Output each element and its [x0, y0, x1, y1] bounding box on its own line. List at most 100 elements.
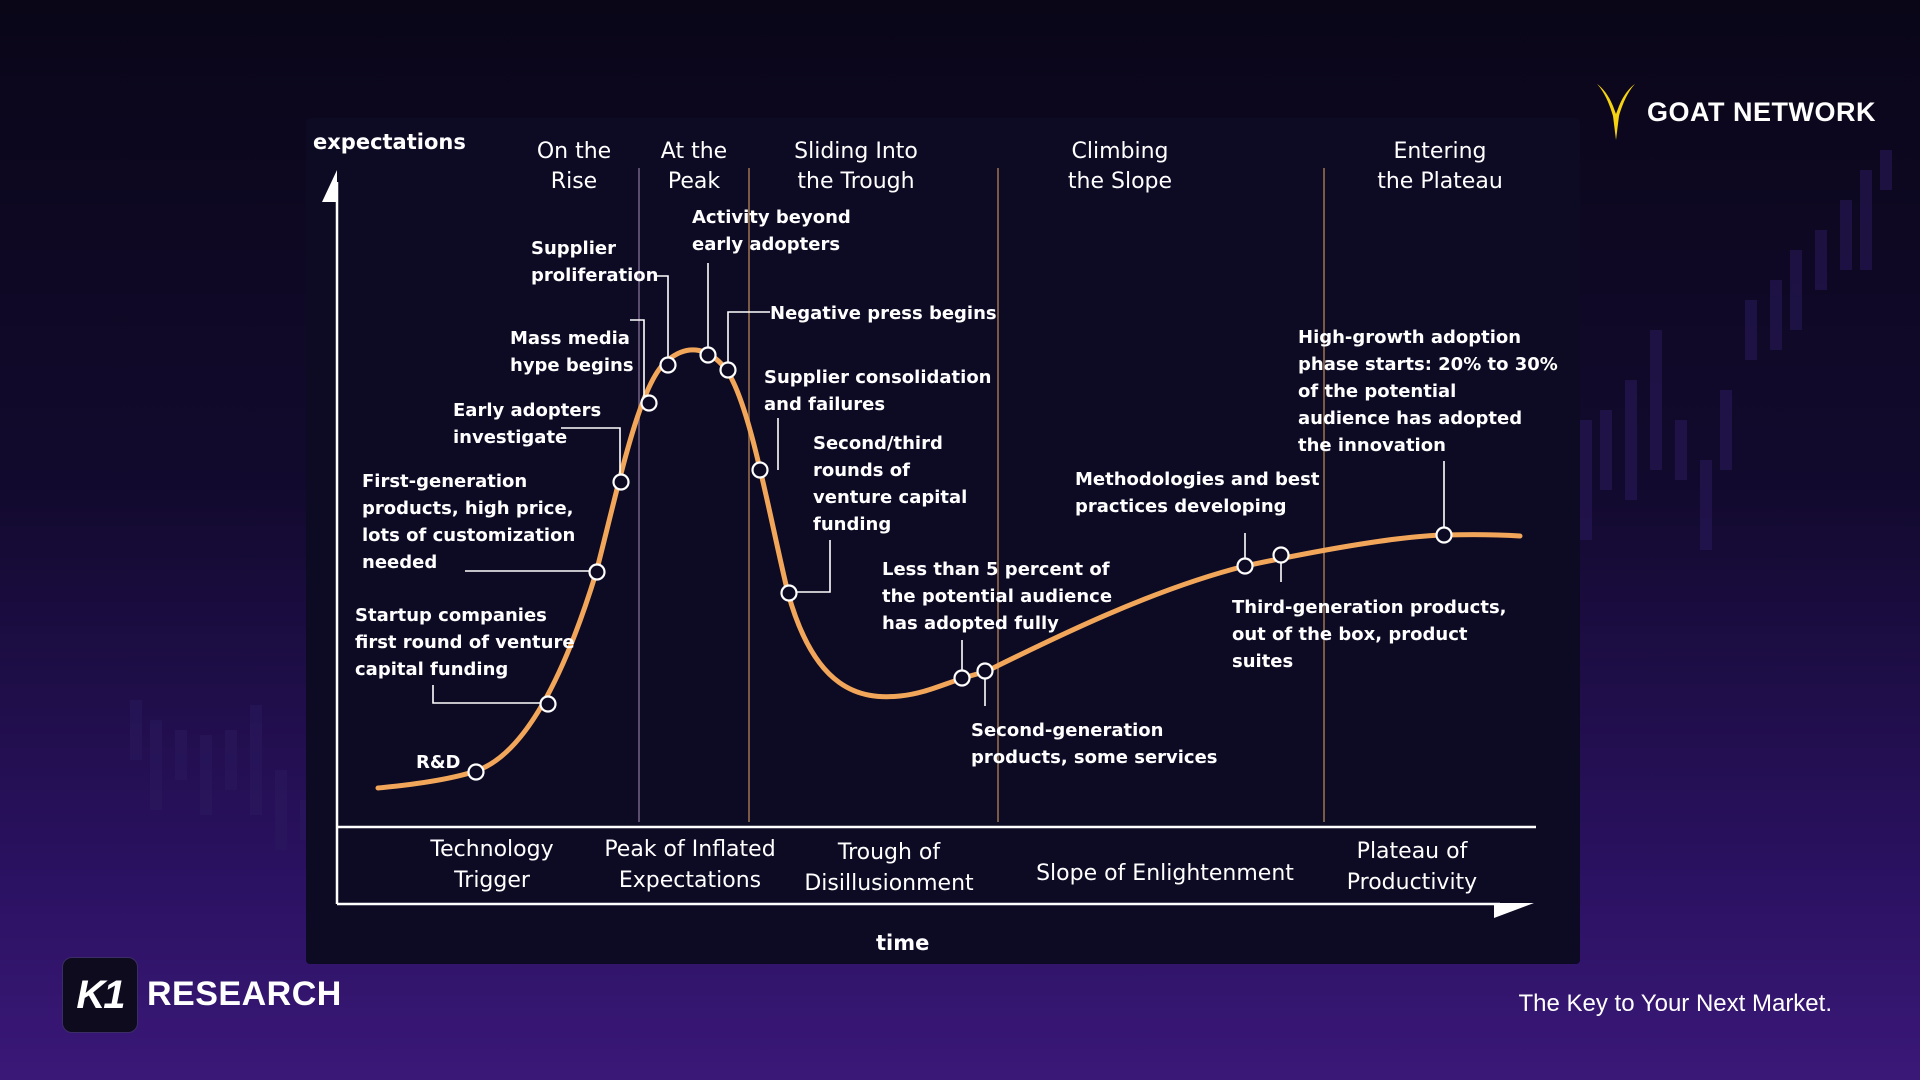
annotation-mass-media: Mass media hype begins: [510, 328, 634, 376]
annotation-negative-press: Negative press begins: [770, 303, 997, 324]
annotation-second-third-line: rounds of: [813, 460, 910, 481]
annotation-methodologies-line: Methodologies and best: [1075, 469, 1320, 490]
phase-title-line: the Slope: [1068, 169, 1172, 194]
phase-title: Sliding Into the Trough: [794, 139, 918, 194]
annotation-second-gen-line: products, some services: [971, 747, 1218, 768]
curve-marker: [1236, 557, 1254, 575]
x-axis-arrow: [1494, 903, 1534, 918]
candle: [1625, 380, 1637, 500]
y-axis-label: expectations: [313, 130, 466, 154]
curve-marker: [539, 695, 557, 713]
candle: [1650, 330, 1662, 470]
bottom-phase-label: Technology Trigger: [429, 837, 553, 893]
annotation-startup: Startup companies first round of venture c…: [355, 605, 575, 680]
annotation-startup-line: Startup companies: [355, 605, 547, 626]
annotation-second-third: Second/third rounds of venture capital fund…: [813, 433, 967, 535]
leader-line: [561, 427, 621, 480]
phase-title-line: Entering: [1393, 139, 1486, 164]
bottom-phase-label: Plateau of Productivity: [1347, 839, 1477, 895]
annotation-methodologies: Methodologies and best practices developi…: [1075, 469, 1320, 517]
annotation-high-growth-line: audience has adopted: [1298, 408, 1522, 429]
phase-title-line: At the: [661, 139, 727, 164]
candle: [275, 770, 287, 850]
phase-title-line: the Trough: [797, 169, 914, 194]
annotation-high-growth-line: of the potential: [1298, 381, 1456, 402]
curve-marker: [719, 361, 737, 379]
curve-marker: [659, 356, 677, 374]
annotation-second-third-line: Second/third: [813, 433, 943, 454]
annotation-mass-media-line: hype begins: [510, 355, 634, 376]
annotation-mass-media-line: Mass media: [510, 328, 630, 349]
annotation-activity-beyond-line: Activity beyond: [692, 207, 851, 228]
goat-network-brand: GOAT NETWORK: [1595, 82, 1876, 142]
phase-titles: On the Rise At the Peak Sliding Into the Trou…: [537, 139, 1503, 194]
k1-logo-badge: K1: [62, 957, 138, 1033]
annotation-supplier-consol-line: and failures: [764, 394, 885, 415]
curve-marker: [780, 584, 798, 602]
annotation-second-third-line: venture capital: [813, 487, 967, 508]
curve-marker: [588, 563, 606, 581]
annotation-first-gen-line: lots of customization: [362, 525, 575, 546]
annotation-less-than-5-line: Less than 5 percent of: [882, 559, 1110, 580]
candle: [1720, 390, 1732, 470]
bottom-phase-label-line: Expectations: [619, 868, 761, 893]
bottom-phase-label-line: Slope of Enlightenment: [1036, 861, 1294, 886]
annotation-high-growth-line: phase starts: 20% to 30%: [1298, 354, 1558, 375]
bottom-phase-label: Peak of Inflated Expectations: [604, 837, 775, 893]
annotation-rnd-line: R&D: [416, 752, 461, 773]
candle: [1880, 150, 1892, 190]
annotation-supplier-prolif: Supplier proliferation: [531, 238, 659, 286]
candle: [1675, 420, 1687, 480]
annotation-less-than-5-line: has adopted fully: [882, 613, 1059, 634]
curve-markers: [467, 346, 1453, 781]
annotation-third-gen-line: out of the box, product: [1232, 624, 1468, 645]
curve-marker: [640, 394, 658, 412]
bottom-phase-label: Slope of Enlightenment: [1036, 861, 1294, 886]
annotation-second-gen-line: Second-generation: [971, 720, 1163, 741]
annotation-less-than-5: Less than 5 percent of the potential audi…: [882, 559, 1112, 634]
annotation-second-third-line: funding: [813, 514, 891, 535]
bottom-phase-label-line: Disillusionment: [804, 871, 974, 896]
leader-line: [727, 311, 770, 362]
candle: [1700, 460, 1712, 550]
curve-marker: [467, 763, 485, 781]
brand-name: GOAT NETWORK: [1647, 96, 1876, 127]
annotation-leaders: [432, 263, 1445, 706]
candle: [1600, 410, 1612, 490]
annotation-first-gen-line: products, high price,: [362, 498, 574, 519]
phase-title: Climbing the Slope: [1068, 139, 1172, 194]
candle: [1790, 250, 1802, 330]
phase-title-line: the Plateau: [1377, 169, 1503, 194]
candle: [250, 705, 262, 815]
annotation-supplier-prolif-line: Supplier: [531, 238, 616, 259]
curve-marker: [699, 346, 717, 364]
curve-marker: [751, 461, 769, 479]
annotation-early-adopters-line: investigate: [453, 427, 567, 448]
bottom-phase-label-line: Trough of: [837, 840, 942, 865]
phase-title-line: Sliding Into: [794, 139, 918, 164]
annotation-activity-beyond-line: early adopters: [692, 234, 840, 255]
candle: [1745, 300, 1757, 360]
annotation-supplier-consol: Supplier consolidation and failures: [764, 367, 992, 415]
goat-horns-icon: [1597, 84, 1635, 140]
curve-marker: [976, 662, 994, 680]
leader-line: [655, 275, 669, 357]
k1-logo-text: K1: [76, 972, 125, 1017]
annotation-first-gen: First-generation products, high price, lot…: [362, 471, 575, 573]
phase-title-line: Peak: [668, 169, 720, 194]
leader-line: [790, 540, 831, 593]
annotation-negative-press-line: Negative press begins: [770, 303, 997, 324]
candle: [225, 730, 237, 790]
candle: [1770, 280, 1782, 350]
tagline: The Key to Your Next Market.: [1518, 990, 1833, 1017]
annotation-activity-beyond: Activity beyond early adopters: [692, 207, 851, 255]
bottom-phase-label-line: Trigger: [453, 868, 531, 893]
candle: [1860, 170, 1872, 270]
bottom-phase-label-line: Peak of Inflated: [604, 837, 775, 862]
annotation-supplier-prolif-line: proliferation: [531, 265, 659, 286]
annotation-second-gen: Second-generation products, some services: [971, 720, 1218, 768]
phase-title-line: Rise: [551, 169, 597, 194]
candle: [130, 700, 142, 760]
annotation-methodologies-line: practices developing: [1075, 496, 1287, 517]
